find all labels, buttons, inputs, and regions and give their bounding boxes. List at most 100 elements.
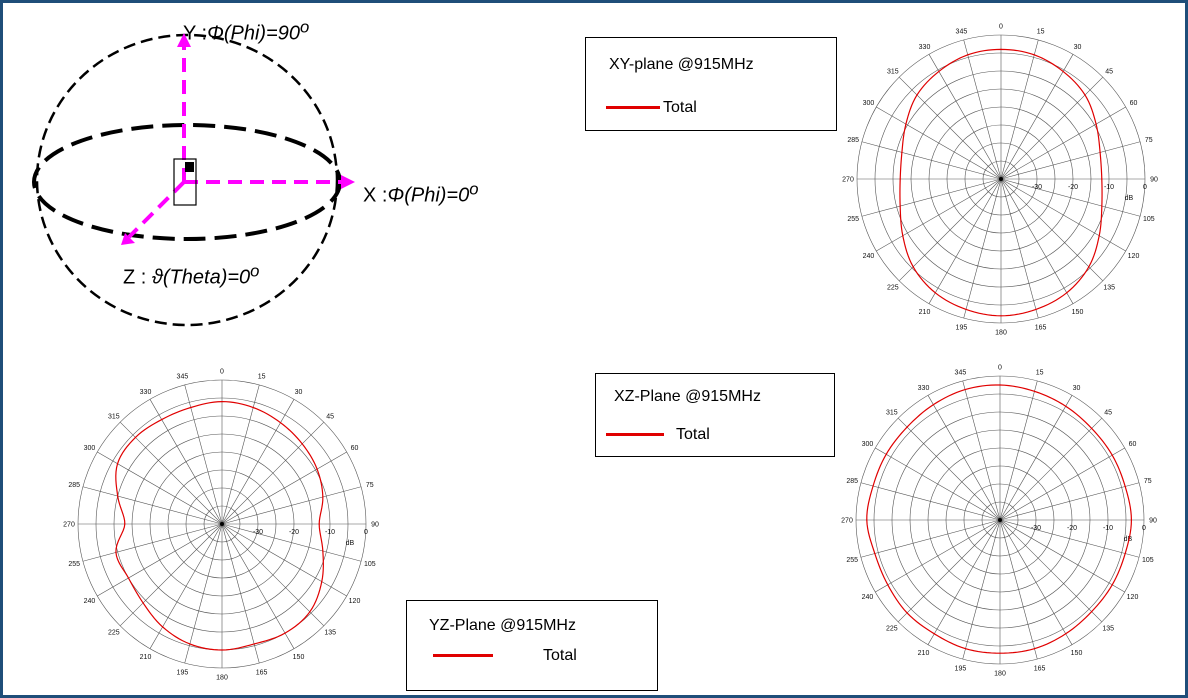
polar-center-point — [998, 518, 1002, 522]
polar-radial-tick-label: -30 — [253, 529, 263, 536]
polar-grid-spoke — [149, 399, 223, 525]
yz-legend-title: YZ-Plane @915MHz — [429, 617, 576, 634]
polar-grid-spoke — [875, 519, 1001, 593]
polar-angle-tick-label: 165 — [256, 669, 268, 676]
radiation-pattern-point — [142, 602, 144, 604]
polar-grid-spoke — [221, 384, 260, 525]
polar-angle-tick-label: 165 — [1035, 324, 1047, 331]
polar-angle-tick-label: 30 — [1073, 385, 1081, 392]
radiation-pattern-point — [161, 418, 163, 421]
radiation-pattern-point — [1088, 266, 1090, 268]
polar-angle-tick-label: 315 — [108, 413, 120, 420]
polar-angle-tick-label: 255 — [846, 557, 858, 564]
polar-angle-tick-label: 105 — [364, 561, 376, 568]
xz-plane-polar-plot: 0 15 30 45 60 75 90 105 120 135 150 165 180 195 210 225… — [841, 365, 1157, 678]
polar-grid-spoke — [1000, 178, 1039, 319]
device-chip — [185, 162, 194, 172]
polar-grid-spoke — [999, 519, 1103, 623]
polar-grid-spoke — [876, 106, 1002, 180]
radiation-pattern-point — [1101, 178, 1103, 180]
radiation-pattern-point — [322, 496, 324, 498]
polar-grid-spoke — [962, 380, 1001, 521]
radiation-pattern-point — [933, 633, 935, 635]
polar-angle-tick-label: 90 — [371, 522, 379, 529]
radiation-pattern-point — [301, 443, 303, 445]
radiation-pattern-point — [1111, 584, 1113, 586]
radiation-pattern-point — [1065, 405, 1067, 407]
polar-grid-spoke — [963, 178, 1002, 319]
polar-grid-spoke — [999, 447, 1125, 521]
yz-legend-series-label: Total — [543, 647, 577, 664]
y-axis-label: Y :Φ(Phi)=90o — [183, 17, 310, 45]
yz-legend: YZ-Plane @915MHz Total — [406, 600, 658, 691]
polar-angle-tick-label: 210 — [918, 650, 930, 657]
polar-angle-tick-label: 315 — [887, 68, 899, 75]
radiation-pattern-point — [190, 406, 192, 409]
polar-angle-tick-label: 255 — [68, 561, 80, 568]
z-axis-arrowhead — [121, 233, 135, 245]
y-axis-arrowhead — [177, 33, 191, 47]
polar-grid-spoke — [221, 421, 325, 525]
polar-angle-tick-label: 135 — [324, 630, 336, 637]
polar-radial-unit-label: dB — [346, 540, 355, 547]
radiation-pattern-point — [999, 652, 1001, 654]
polar-radial-unit-label: dB — [1125, 195, 1134, 202]
polar-grid-spoke — [82, 523, 223, 562]
radiation-pattern-point — [999, 384, 1001, 386]
polar-grid-spoke — [1000, 178, 1141, 217]
polar-grid-spoke — [928, 178, 1002, 304]
polar-angle-tick-label: 120 — [349, 598, 361, 605]
radiation-pattern-point — [115, 551, 117, 554]
radiation-pattern-point — [189, 643, 191, 645]
polar-grid-spoke — [999, 482, 1140, 521]
polar-angle-tick-label: 180 — [994, 671, 1006, 678]
polar-angle-tick-label: 60 — [351, 445, 359, 452]
radiation-pattern-point — [872, 485, 874, 487]
polar-angle-tick-label: 0 — [220, 369, 224, 376]
polar-angle-tick-label: 330 — [918, 385, 930, 392]
polar-grid-spoke — [898, 178, 1002, 282]
radiation-pattern-point — [938, 70, 940, 73]
radiation-pattern-point — [932, 404, 934, 406]
radiation-pattern-point — [866, 519, 868, 521]
polar-grid-spoke — [119, 421, 223, 525]
coordinate-diagram — [32, 33, 355, 327]
radiation-pattern-point — [905, 123, 907, 125]
polar-angle-tick-label: 75 — [1145, 137, 1153, 144]
polar-angle-tick-label: 30 — [1074, 44, 1082, 51]
polar-grid-spoke — [999, 519, 1140, 558]
radiation-pattern-point — [1111, 454, 1113, 456]
polar-angle-tick-label: 0 — [998, 365, 1002, 372]
polar-radial-tick-label: -30 — [1032, 184, 1042, 191]
polar-angle-tick-label: 345 — [177, 374, 189, 381]
polar-grid-spoke — [1000, 106, 1126, 180]
polar-angle-tick-label: 345 — [956, 29, 968, 36]
radiation-pattern-point — [902, 235, 904, 237]
polar-angle-tick-label: 45 — [1105, 68, 1113, 75]
polar-radial-tick-label: -30 — [1031, 525, 1041, 532]
polar-grid-spoke — [221, 523, 347, 597]
polar-angle-tick-label: 225 — [108, 630, 120, 637]
polar-angle-tick-label: 240 — [863, 253, 875, 260]
polar-angle-tick-label: 45 — [326, 413, 334, 420]
radiation-pattern-point — [162, 626, 164, 628]
device-outline — [173, 158, 197, 206]
polar-angle-tick-label: 195 — [956, 324, 968, 331]
polar-angle-tick-label: 30 — [295, 389, 303, 396]
polar-grid-spoke — [876, 178, 1002, 252]
polar-grid-spoke — [898, 76, 1002, 180]
polar-radial-tick-label: -10 — [1103, 525, 1113, 532]
polar-angle-tick-label: 15 — [1037, 29, 1045, 36]
radiation-pattern-point — [116, 463, 119, 465]
polar-angle-tick-label: 210 — [919, 309, 931, 316]
polar-grid-spoke — [221, 523, 362, 562]
polar-angle-tick-label: 105 — [1143, 216, 1155, 223]
polar-angle-tick-label: 120 — [1127, 594, 1139, 601]
polar-angle-tick-label: 90 — [1150, 177, 1158, 184]
polar-angle-tick-label: 315 — [886, 409, 898, 416]
radiation-pattern-point — [318, 523, 320, 525]
radiation-pattern-point — [127, 577, 130, 579]
polar-angle-tick-label: 270 — [841, 518, 853, 525]
xz-legend-title: XZ-Plane @915MHz — [614, 388, 761, 405]
polar-angle-tick-label: 15 — [258, 374, 266, 381]
